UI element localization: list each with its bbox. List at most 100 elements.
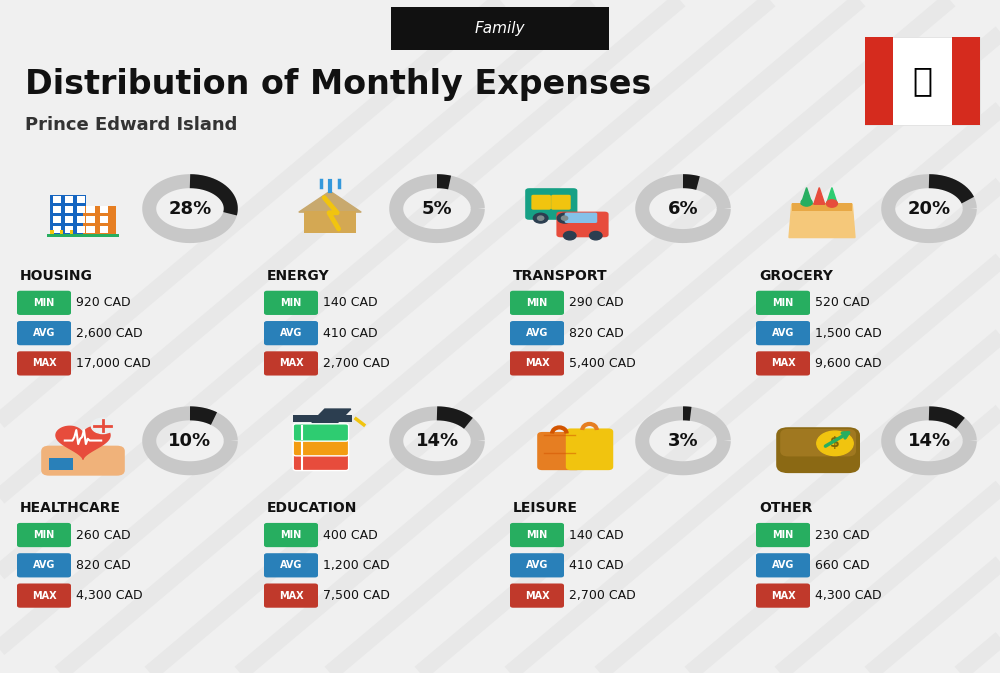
Polygon shape [299, 191, 361, 212]
Text: 4,300 CAD: 4,300 CAD [815, 589, 882, 602]
Text: 260 CAD: 260 CAD [76, 528, 131, 542]
FancyBboxPatch shape [264, 291, 318, 315]
FancyBboxPatch shape [17, 553, 71, 577]
Text: MIN: MIN [526, 298, 548, 308]
Text: 1,200 CAD: 1,200 CAD [323, 559, 390, 572]
FancyBboxPatch shape [53, 197, 61, 203]
Text: MAX: MAX [525, 359, 549, 368]
FancyBboxPatch shape [264, 523, 318, 547]
Text: 920 CAD: 920 CAD [76, 296, 131, 310]
FancyBboxPatch shape [77, 217, 85, 223]
Text: EDUCATION: EDUCATION [267, 501, 357, 515]
Text: Prince Edward Island: Prince Edward Island [25, 116, 237, 133]
Text: 🍁: 🍁 [912, 64, 932, 98]
Circle shape [564, 232, 576, 240]
Text: Distribution of Monthly Expenses: Distribution of Monthly Expenses [25, 67, 651, 101]
Text: MAX: MAX [771, 591, 795, 600]
Circle shape [590, 232, 602, 240]
FancyBboxPatch shape [86, 226, 95, 233]
Text: MAX: MAX [32, 591, 56, 600]
Text: AVG: AVG [33, 328, 55, 338]
Text: MIN: MIN [33, 530, 55, 540]
FancyBboxPatch shape [77, 197, 85, 203]
Text: TRANSPORT: TRANSPORT [513, 269, 608, 283]
FancyBboxPatch shape [510, 351, 564, 376]
FancyBboxPatch shape [77, 226, 85, 233]
FancyBboxPatch shape [756, 351, 810, 376]
Text: MIN: MIN [526, 530, 548, 540]
Text: 820 CAD: 820 CAD [76, 559, 131, 572]
Text: Family: Family [475, 21, 525, 36]
Text: 10%: 10% [168, 432, 212, 450]
Text: 400 CAD: 400 CAD [323, 528, 378, 542]
FancyBboxPatch shape [83, 206, 116, 236]
Text: MIN: MIN [33, 298, 55, 308]
FancyBboxPatch shape [100, 207, 108, 213]
FancyBboxPatch shape [264, 553, 318, 577]
FancyBboxPatch shape [293, 439, 349, 456]
FancyBboxPatch shape [17, 351, 71, 376]
FancyBboxPatch shape [60, 230, 63, 236]
FancyBboxPatch shape [17, 583, 71, 608]
Text: MIN: MIN [280, 298, 302, 308]
FancyBboxPatch shape [510, 523, 564, 547]
Text: 4,300 CAD: 4,300 CAD [76, 589, 143, 602]
FancyBboxPatch shape [756, 523, 810, 547]
FancyBboxPatch shape [565, 213, 597, 223]
Text: 410 CAD: 410 CAD [323, 326, 378, 340]
Text: MAX: MAX [279, 591, 303, 600]
FancyBboxPatch shape [65, 197, 73, 203]
Text: AVG: AVG [772, 561, 794, 570]
FancyBboxPatch shape [86, 207, 95, 213]
Text: MAX: MAX [32, 359, 56, 368]
Text: 3%: 3% [668, 432, 698, 450]
Text: $: $ [830, 436, 840, 450]
FancyBboxPatch shape [510, 321, 564, 345]
FancyBboxPatch shape [551, 194, 571, 210]
Text: GROCERY: GROCERY [759, 269, 833, 283]
Polygon shape [312, 409, 351, 423]
Text: AVG: AVG [526, 561, 548, 570]
FancyBboxPatch shape [525, 188, 577, 220]
FancyBboxPatch shape [293, 424, 349, 441]
Polygon shape [814, 188, 825, 205]
Text: 2,700 CAD: 2,700 CAD [569, 589, 636, 602]
FancyBboxPatch shape [776, 427, 860, 473]
Text: ENERGY: ENERGY [267, 269, 330, 283]
Circle shape [826, 200, 837, 207]
FancyBboxPatch shape [756, 291, 810, 315]
Text: AVG: AVG [33, 561, 55, 570]
Polygon shape [826, 188, 837, 205]
Text: AVG: AVG [280, 561, 302, 570]
FancyBboxPatch shape [304, 211, 356, 233]
Text: LEISURE: LEISURE [513, 501, 578, 515]
Text: 28%: 28% [168, 200, 212, 217]
FancyBboxPatch shape [391, 7, 609, 50]
FancyBboxPatch shape [65, 207, 73, 213]
FancyBboxPatch shape [53, 217, 61, 223]
FancyBboxPatch shape [510, 553, 564, 577]
Polygon shape [789, 205, 855, 238]
Text: 20%: 20% [907, 200, 951, 217]
Text: 9,600 CAD: 9,600 CAD [815, 357, 882, 370]
FancyBboxPatch shape [65, 226, 73, 233]
FancyBboxPatch shape [100, 217, 108, 223]
Text: MIN: MIN [772, 530, 794, 540]
Text: 290 CAD: 290 CAD [569, 296, 624, 310]
Circle shape [91, 418, 114, 433]
Text: AVG: AVG [772, 328, 794, 338]
Circle shape [801, 199, 812, 206]
FancyBboxPatch shape [293, 415, 352, 423]
Text: 17,000 CAD: 17,000 CAD [76, 357, 151, 370]
FancyBboxPatch shape [865, 37, 893, 125]
FancyBboxPatch shape [537, 432, 581, 470]
FancyBboxPatch shape [756, 321, 810, 345]
FancyBboxPatch shape [53, 207, 61, 213]
Polygon shape [56, 426, 110, 459]
Text: MAX: MAX [279, 359, 303, 368]
Circle shape [561, 216, 568, 220]
Text: 1,500 CAD: 1,500 CAD [815, 326, 882, 340]
FancyBboxPatch shape [865, 37, 980, 125]
FancyBboxPatch shape [756, 553, 810, 577]
FancyBboxPatch shape [17, 291, 71, 315]
